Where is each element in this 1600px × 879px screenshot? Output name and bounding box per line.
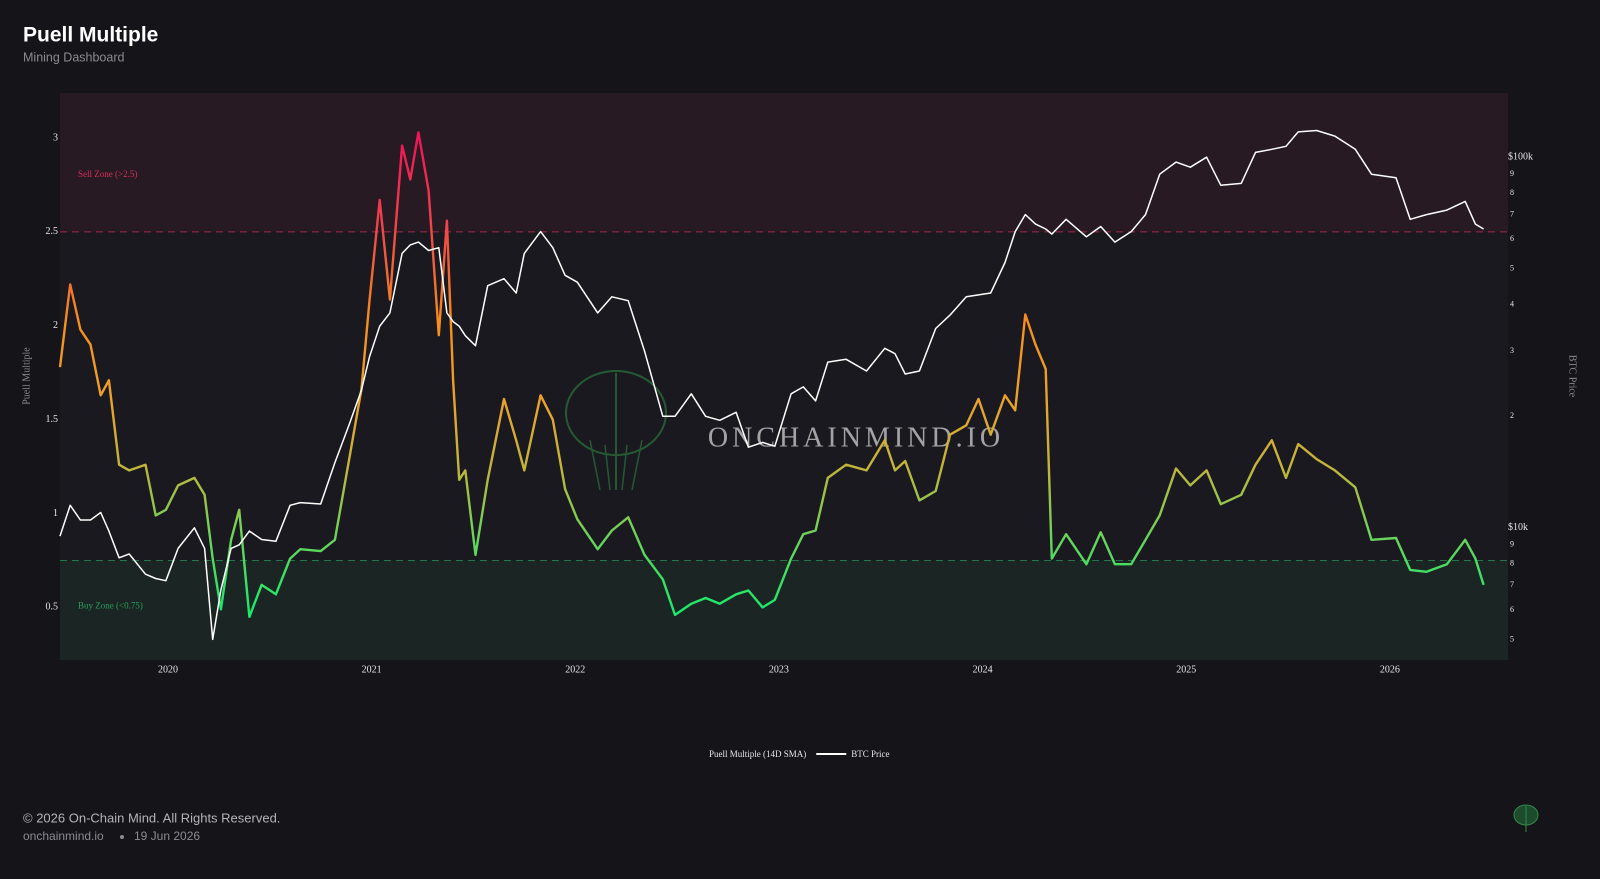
y-tick-label: 1.5: [46, 414, 59, 425]
y2-tick-label: 5: [1510, 264, 1514, 273]
footer-separator: [120, 835, 124, 839]
y2-tick-label: 6: [1510, 605, 1514, 614]
y2-axis-label: BTC Price: [1567, 355, 1578, 398]
y2-tick-label: 8: [1510, 188, 1514, 197]
x-tick-label: 2023: [769, 664, 789, 675]
page-subtitle: Mining Dashboard: [23, 50, 124, 64]
y2-tick-label: 8: [1510, 559, 1514, 568]
zone-label: Buy Zone (<0.75): [78, 601, 143, 611]
x-tick-label: 2021: [362, 664, 382, 675]
legend: Puell Multiple (14D SMA) BTC Price: [709, 749, 890, 759]
y2-tick-label: 5: [1510, 634, 1514, 643]
y2-tick-label: 6: [1510, 234, 1514, 243]
y2-tick-label: 4: [1510, 300, 1514, 309]
legend-label: Puell Multiple (14D SMA): [709, 749, 806, 759]
x-tick-label: 2024: [973, 664, 993, 675]
footer-logo: [1513, 804, 1539, 832]
footer-date: 19 Jun 2026: [134, 829, 200, 843]
watermark: ONCHAINMIND.IO: [708, 422, 1004, 453]
y2-tick-label: 7: [1510, 209, 1514, 218]
y2-tick-label: 9: [1510, 169, 1514, 178]
watermark-icon: [565, 370, 667, 491]
x-tick-label: 2020: [158, 664, 178, 675]
plot: 2020 2021 2022 2023 2024 2025 2026 0.5 1 1.5 2 2.5 3…: [46, 129, 1533, 675]
legend-label: BTC Price: [851, 749, 889, 759]
footer-copyright: © 2026 On-Chain Mind. All Rights Reserve…: [23, 810, 280, 825]
y2-tick-label: $100k: [1508, 151, 1533, 162]
series-line: [59, 129, 1484, 641]
y2-tick-label: 2: [1510, 411, 1514, 420]
zone-band: [60, 93, 1508, 232]
y-tick-label: 3: [53, 132, 58, 143]
y2-tick-label: $10k: [1508, 522, 1528, 533]
y2-tick-label: 9: [1510, 540, 1514, 549]
x-tick-label: 2026: [1380, 664, 1400, 675]
zone-label: Sell Zone (>2.5): [78, 169, 137, 179]
y2-tick-label: 3: [1510, 346, 1514, 355]
y-tick-label: 0.5: [46, 602, 59, 613]
series-line: [58, 131, 1485, 618]
page-title: Puell Multiple: [23, 24, 158, 47]
y-tick-label: 2: [53, 320, 58, 331]
footer-site: onchainmind.io: [23, 829, 104, 843]
plot-area: [60, 93, 1508, 660]
y-axis-label: Puell Multiple: [21, 347, 32, 405]
y2-tick-label: 7: [1510, 580, 1514, 589]
x-tick-label: 2025: [1176, 664, 1196, 675]
y-tick-label: 2.5: [46, 226, 59, 237]
x-tick-label: 2022: [565, 664, 585, 675]
y-tick-label: 1: [53, 508, 58, 519]
